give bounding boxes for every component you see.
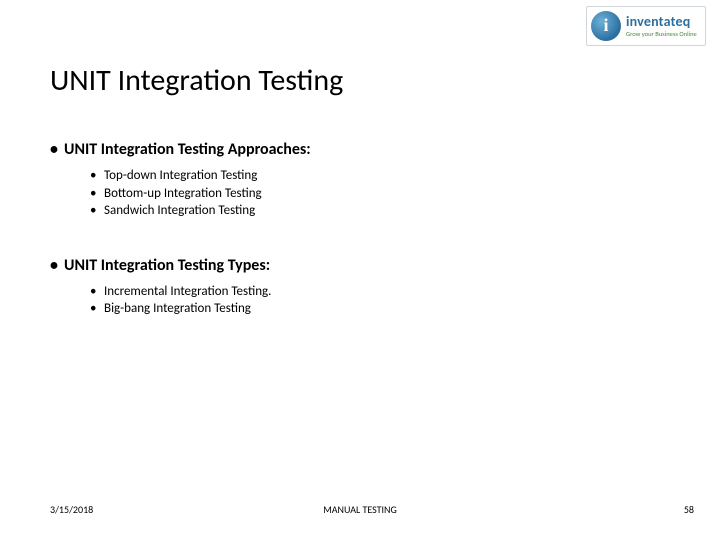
section-items: • Incremental Integration Testing. • Big… xyxy=(90,283,650,318)
section-items: • Top-down Integration Testing • Bottom-… xyxy=(90,167,650,220)
bullet-icon: • xyxy=(90,167,104,185)
list-item-text: Incremental Integration Testing. xyxy=(104,283,271,301)
list-item: • Sandwich Integration Testing xyxy=(90,202,650,220)
list-item-text: Big-bang Integration Testing xyxy=(104,300,251,318)
bullet-icon: • xyxy=(50,140,64,159)
list-item-text: Bottom-up Integration Testing xyxy=(104,185,262,203)
list-item: • Top-down Integration Testing xyxy=(90,167,650,185)
bullet-icon: • xyxy=(90,283,104,301)
logo-tagline: Grow your Business Online xyxy=(626,31,697,38)
slide-title: UNIT Integration Testing xyxy=(50,62,343,99)
footer-date: 3/15/2018 xyxy=(50,503,93,516)
list-item-text: Sandwich Integration Testing xyxy=(104,202,255,220)
bullet-icon: • xyxy=(90,202,104,220)
footer-center: MANUAL TESTING xyxy=(323,503,397,516)
section-heading: • UNIT Integration Testing Types: xyxy=(50,256,650,275)
logo-name: inventateq xyxy=(626,15,697,29)
bullet-icon: • xyxy=(50,256,64,275)
brand-logo: inventateq Grow your Business Online xyxy=(586,6,706,46)
section-heading-text: UNIT Integration Testing Types: xyxy=(64,256,270,275)
list-item: • Big-bang Integration Testing xyxy=(90,300,650,318)
bullet-icon: • xyxy=(90,185,104,203)
section-heading-text: UNIT Integration Testing Approaches: xyxy=(64,140,311,159)
section-heading: • UNIT Integration Testing Approaches: xyxy=(50,140,650,159)
list-item: • Incremental Integration Testing. xyxy=(90,283,650,301)
list-item: • Bottom-up Integration Testing xyxy=(90,185,650,203)
list-item-text: Top-down Integration Testing xyxy=(104,167,257,185)
footer-page-number: 58 xyxy=(684,503,694,516)
logo-mark-icon xyxy=(591,11,621,41)
logo-text: inventateq Grow your Business Online xyxy=(626,15,697,38)
bullet-icon: • xyxy=(90,300,104,318)
slide-content: • UNIT Integration Testing Approaches: •… xyxy=(50,140,650,354)
